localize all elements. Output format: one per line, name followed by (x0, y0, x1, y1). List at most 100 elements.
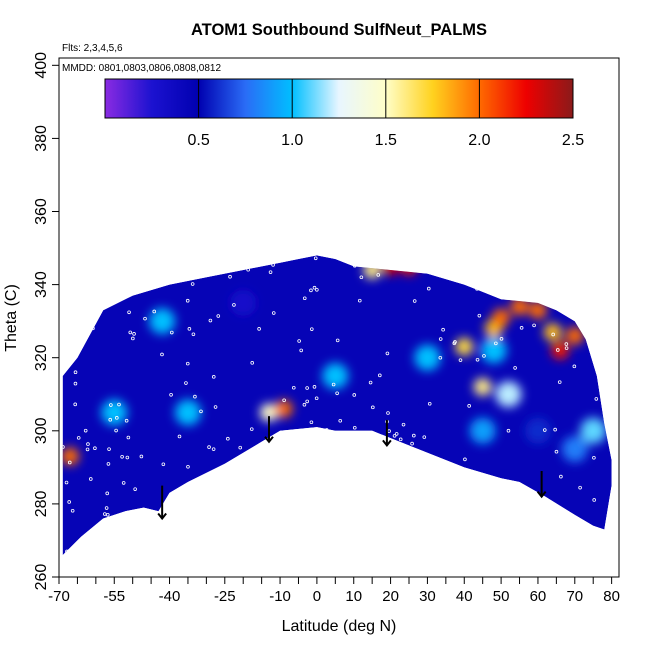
colorbar-tick-label: 1.5 (375, 132, 397, 149)
sample-marker (125, 455, 130, 460)
sample-marker (292, 487, 296, 491)
sample-marker (249, 427, 254, 431)
heat-cell (260, 403, 278, 422)
sample-marker (279, 468, 284, 473)
sample-marker (76, 436, 81, 440)
sample-marker (196, 481, 200, 485)
x-tick-label: 10 (345, 588, 362, 605)
sample-marker (499, 337, 504, 341)
sample-marker (576, 289, 580, 294)
sample-marker (404, 526, 408, 530)
sample-marker (297, 339, 301, 343)
y-axis: 260 280 300 320 340 360 380 400 (33, 52, 59, 590)
sample-marker (108, 417, 113, 422)
heat-cell (510, 297, 529, 316)
sample-marker (101, 269, 106, 273)
sample-marker (73, 381, 78, 386)
sample-marker (88, 477, 93, 481)
heat-cell (528, 301, 547, 320)
sample-marker (107, 447, 111, 451)
x-tick-label: -40 (159, 588, 181, 605)
sample-marker (109, 403, 113, 407)
x-tick-label: -25 (214, 588, 236, 605)
sample-marker (127, 310, 131, 315)
sample-marker (70, 508, 75, 513)
x-axis-label: Latitude (deg N) (282, 618, 397, 635)
sample-marker (426, 509, 430, 513)
heat-cell (565, 326, 584, 345)
sample-marker (475, 358, 480, 362)
sample-marker (363, 250, 366, 253)
sample-marker (117, 402, 121, 407)
arrow-head (382, 439, 392, 448)
sample-marker (314, 556, 317, 559)
sample-marker (336, 483, 340, 488)
plot-frame (58, 57, 620, 578)
sample-marker (67, 460, 72, 465)
sample-marker (499, 514, 504, 519)
sample-marker (532, 323, 536, 328)
sample-marker (152, 309, 157, 314)
sample-marker (376, 490, 380, 494)
sample-marker (299, 348, 303, 353)
sample-marker (161, 462, 166, 467)
sample-marker (133, 487, 137, 491)
sample-marker (553, 262, 558, 267)
sample-marker (187, 327, 192, 331)
sample-marker (309, 420, 314, 425)
sample-marker (513, 366, 517, 370)
sample-marker (143, 316, 147, 321)
sample-marker (317, 478, 322, 483)
sample-marker (233, 550, 238, 554)
sample-marker (433, 469, 438, 474)
heat-cell (524, 417, 551, 444)
sample-marker (283, 523, 287, 527)
sample-marker (191, 262, 196, 266)
y-tick-label: 320 (33, 344, 50, 371)
sample-marker (128, 330, 133, 335)
sample-marker (132, 552, 136, 556)
sample-marker (275, 547, 280, 551)
sample-marker (283, 487, 288, 492)
sample-marker (467, 404, 471, 408)
sample-marker (73, 370, 78, 375)
sample-marker (93, 446, 97, 451)
sample-marker (282, 398, 286, 403)
sample-marker (193, 394, 197, 399)
sample-marker (319, 250, 322, 253)
y-tick-label: 400 (33, 52, 50, 79)
colorbar: 0.5 1.0 1.5 2.0 2.5 (104, 78, 584, 149)
sample-marker (519, 326, 524, 330)
sample-marker (533, 547, 538, 552)
sample-marker (139, 454, 144, 459)
sample-marker (522, 501, 526, 506)
x-tick-label: -10 (269, 588, 291, 605)
sample-marker (551, 332, 555, 337)
sample-marker (121, 481, 126, 485)
sample-marker (482, 354, 486, 358)
sample-marker (106, 462, 111, 466)
sample-marker (242, 548, 246, 552)
sample-marker (309, 288, 313, 293)
sample-marker (592, 455, 596, 460)
sample-marker (313, 256, 318, 261)
arrow-head (536, 490, 547, 499)
sample-marker (73, 402, 78, 407)
sample-marker (554, 449, 559, 454)
sample-marker (254, 448, 258, 452)
sample-marker (390, 512, 395, 516)
sample-marker (436, 504, 440, 509)
sample-marker (199, 409, 203, 414)
sample-marker (186, 464, 190, 469)
sample-marker (553, 427, 557, 432)
arrow-markers (157, 416, 547, 521)
heat-cell (400, 257, 418, 276)
sample-marker (83, 428, 88, 433)
sample-marker (479, 269, 483, 274)
sample-marker (228, 274, 232, 279)
x-tick-label: 60 (530, 588, 547, 605)
sample-marker (67, 500, 71, 504)
x-tick-label: 0 (313, 588, 321, 605)
heat-cell (149, 308, 176, 335)
